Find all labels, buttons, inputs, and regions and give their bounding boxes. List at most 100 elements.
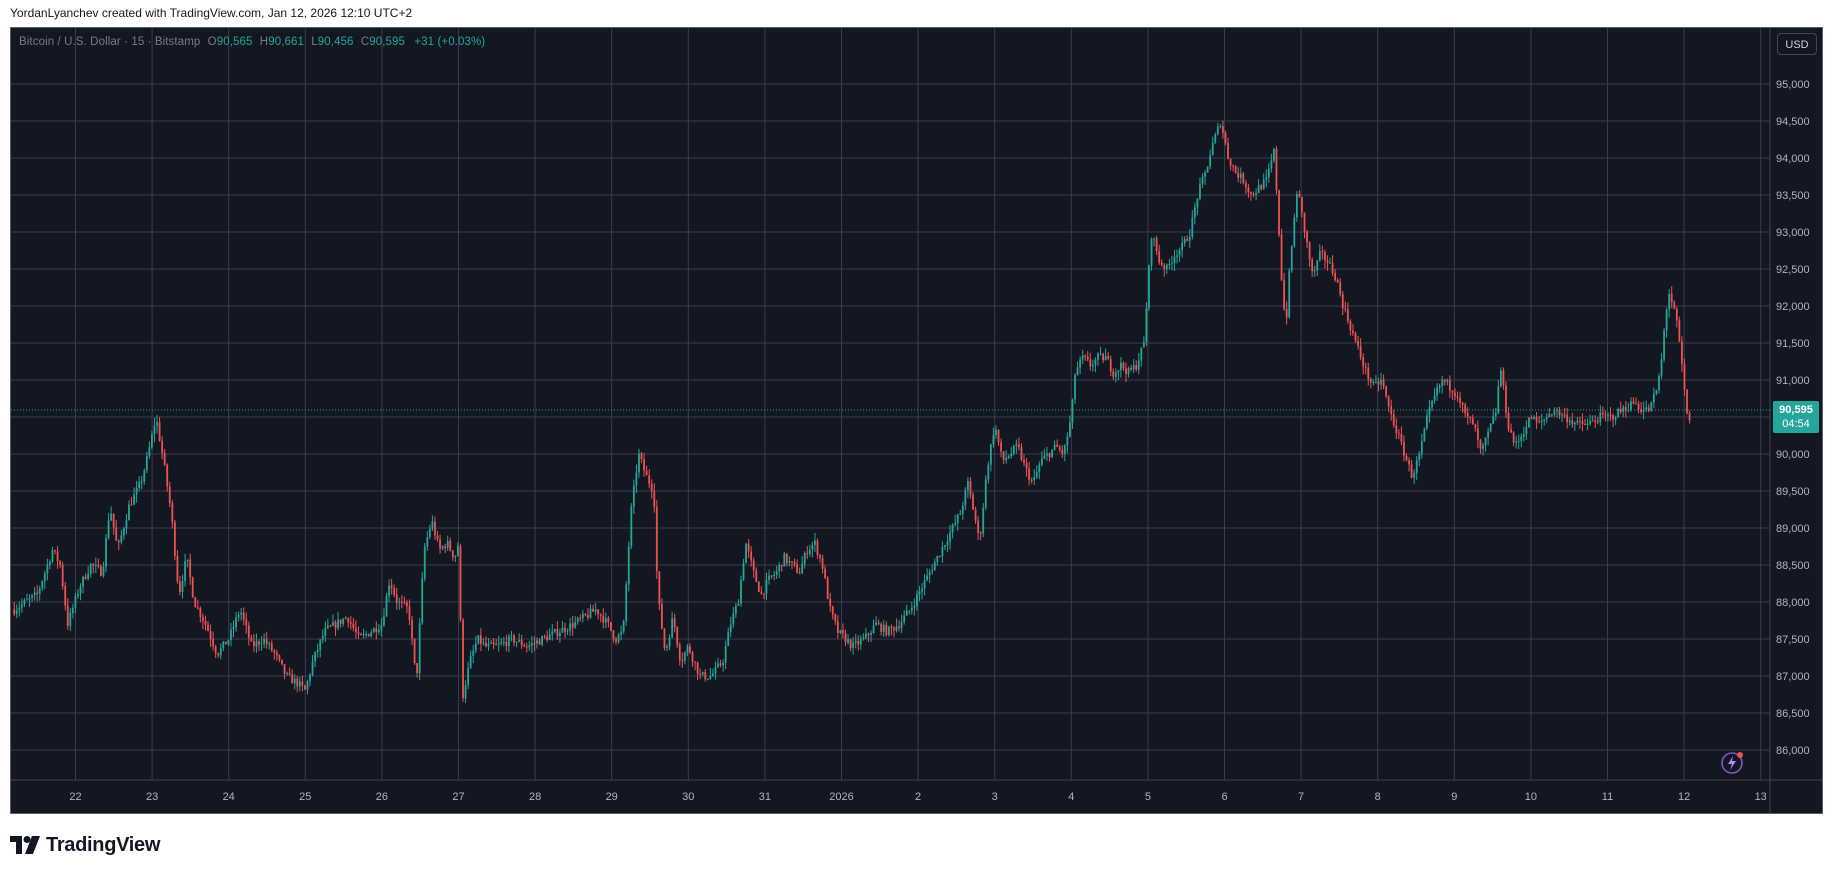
candle-body (508, 636, 510, 647)
candle-body (385, 596, 388, 617)
candle-body (1346, 309, 1349, 321)
candle-body (1380, 379, 1382, 385)
candle-body (97, 564, 100, 567)
candle-body (964, 490, 967, 506)
candle-body (1665, 309, 1668, 331)
low-value: 90,456 (317, 36, 354, 48)
candle-body (518, 639, 521, 642)
candle-body (941, 547, 944, 557)
candle-body (745, 543, 747, 564)
candle-body (1683, 363, 1686, 390)
candle-body (1086, 356, 1089, 360)
candle-body (691, 652, 694, 662)
candle-body (196, 607, 199, 609)
candle-body (1015, 444, 1018, 447)
candle-body (1275, 148, 1278, 191)
candle-body (1630, 401, 1632, 411)
candle-body (1173, 256, 1176, 264)
candle-body (462, 619, 464, 699)
chart-frame[interactable]: 86,000 86,500 87,000 87,500 88,000 88,500 89,0… (10, 27, 1823, 814)
candle-body (997, 429, 1000, 443)
y-tick-label: 87,500 (1776, 634, 1810, 646)
candle-body (314, 652, 317, 662)
candle-body (931, 570, 934, 572)
candle-body (650, 483, 653, 492)
candle-body (502, 641, 505, 643)
candle-body (400, 601, 403, 603)
candle-body (77, 593, 79, 596)
y-tick-label: 92,500 (1776, 264, 1810, 276)
high-value: 90,661 (268, 36, 304, 48)
candle-body (1270, 160, 1273, 169)
candle-body (1686, 389, 1688, 413)
candle-body (1321, 251, 1324, 253)
candle-body (1581, 421, 1584, 425)
candle-body (59, 561, 62, 565)
candle-body (1140, 347, 1143, 361)
candle-body (1165, 264, 1168, 269)
candle-body (1046, 453, 1048, 456)
candle-body (773, 574, 776, 576)
lightning-bolt-icon[interactable] (1719, 750, 1745, 776)
candle-body (247, 625, 250, 638)
candle-body (151, 434, 153, 448)
candle-body (1420, 441, 1423, 454)
y-tick-label: 88,000 (1776, 597, 1810, 609)
candle-body (1474, 424, 1477, 429)
candle-body (446, 540, 449, 548)
candle-body (859, 639, 862, 645)
candle-body (979, 532, 982, 534)
candle-body (1596, 421, 1599, 423)
candle-body (224, 641, 227, 645)
tradingview-brand[interactable]: TradingView (10, 834, 160, 856)
candle-body (630, 506, 633, 547)
candle-body (1627, 410, 1630, 412)
candle-body (533, 643, 536, 645)
currency-button[interactable]: USD (1777, 33, 1817, 55)
candle-body (293, 678, 296, 684)
candle-body (334, 622, 337, 629)
candle-body (946, 541, 949, 546)
candle-body (564, 627, 566, 632)
candle-body (166, 464, 169, 487)
x-tick-label: 7 (1298, 791, 1304, 803)
candle-body (1132, 365, 1135, 370)
candle-body (1563, 414, 1566, 416)
price-chart[interactable]: 86,000 86,500 87,000 87,500 88,000 88,500 89,0… (11, 28, 1822, 813)
tradingview-logo-icon (10, 836, 40, 854)
x-tick-label: 30 (682, 791, 694, 803)
candle-body (1043, 455, 1046, 459)
candle-body (1681, 341, 1683, 364)
candle-body (296, 678, 299, 687)
candle-body (270, 643, 273, 651)
candle-body (1193, 207, 1196, 218)
candle-body (1601, 412, 1604, 415)
bar-countdown: 04:54 (1782, 417, 1810, 430)
candle-body (15, 610, 18, 614)
candle-body (347, 618, 350, 623)
candle-body (184, 561, 186, 581)
candle-body (242, 612, 245, 620)
candle-body (383, 616, 385, 626)
candle-body (253, 641, 255, 647)
candle-body (1535, 417, 1538, 422)
candle-body (727, 631, 730, 646)
candle-body (1589, 421, 1592, 424)
candle-body (625, 584, 628, 621)
candle-body (520, 639, 523, 646)
candle-body (1499, 370, 1502, 387)
candle-body (1273, 148, 1275, 161)
candle-body (237, 614, 240, 618)
candle-body (571, 623, 574, 628)
candle-body (1120, 362, 1122, 371)
candle-body (125, 520, 128, 529)
candle-body (102, 566, 105, 576)
candle-body (933, 562, 936, 571)
candle-body (926, 575, 929, 581)
candle-body (1364, 366, 1367, 368)
candle-body (1647, 407, 1650, 411)
candle-body (49, 561, 51, 565)
candle-body (1341, 294, 1344, 309)
candle-body (1079, 359, 1082, 368)
x-tick-label: 2026 (829, 791, 853, 803)
